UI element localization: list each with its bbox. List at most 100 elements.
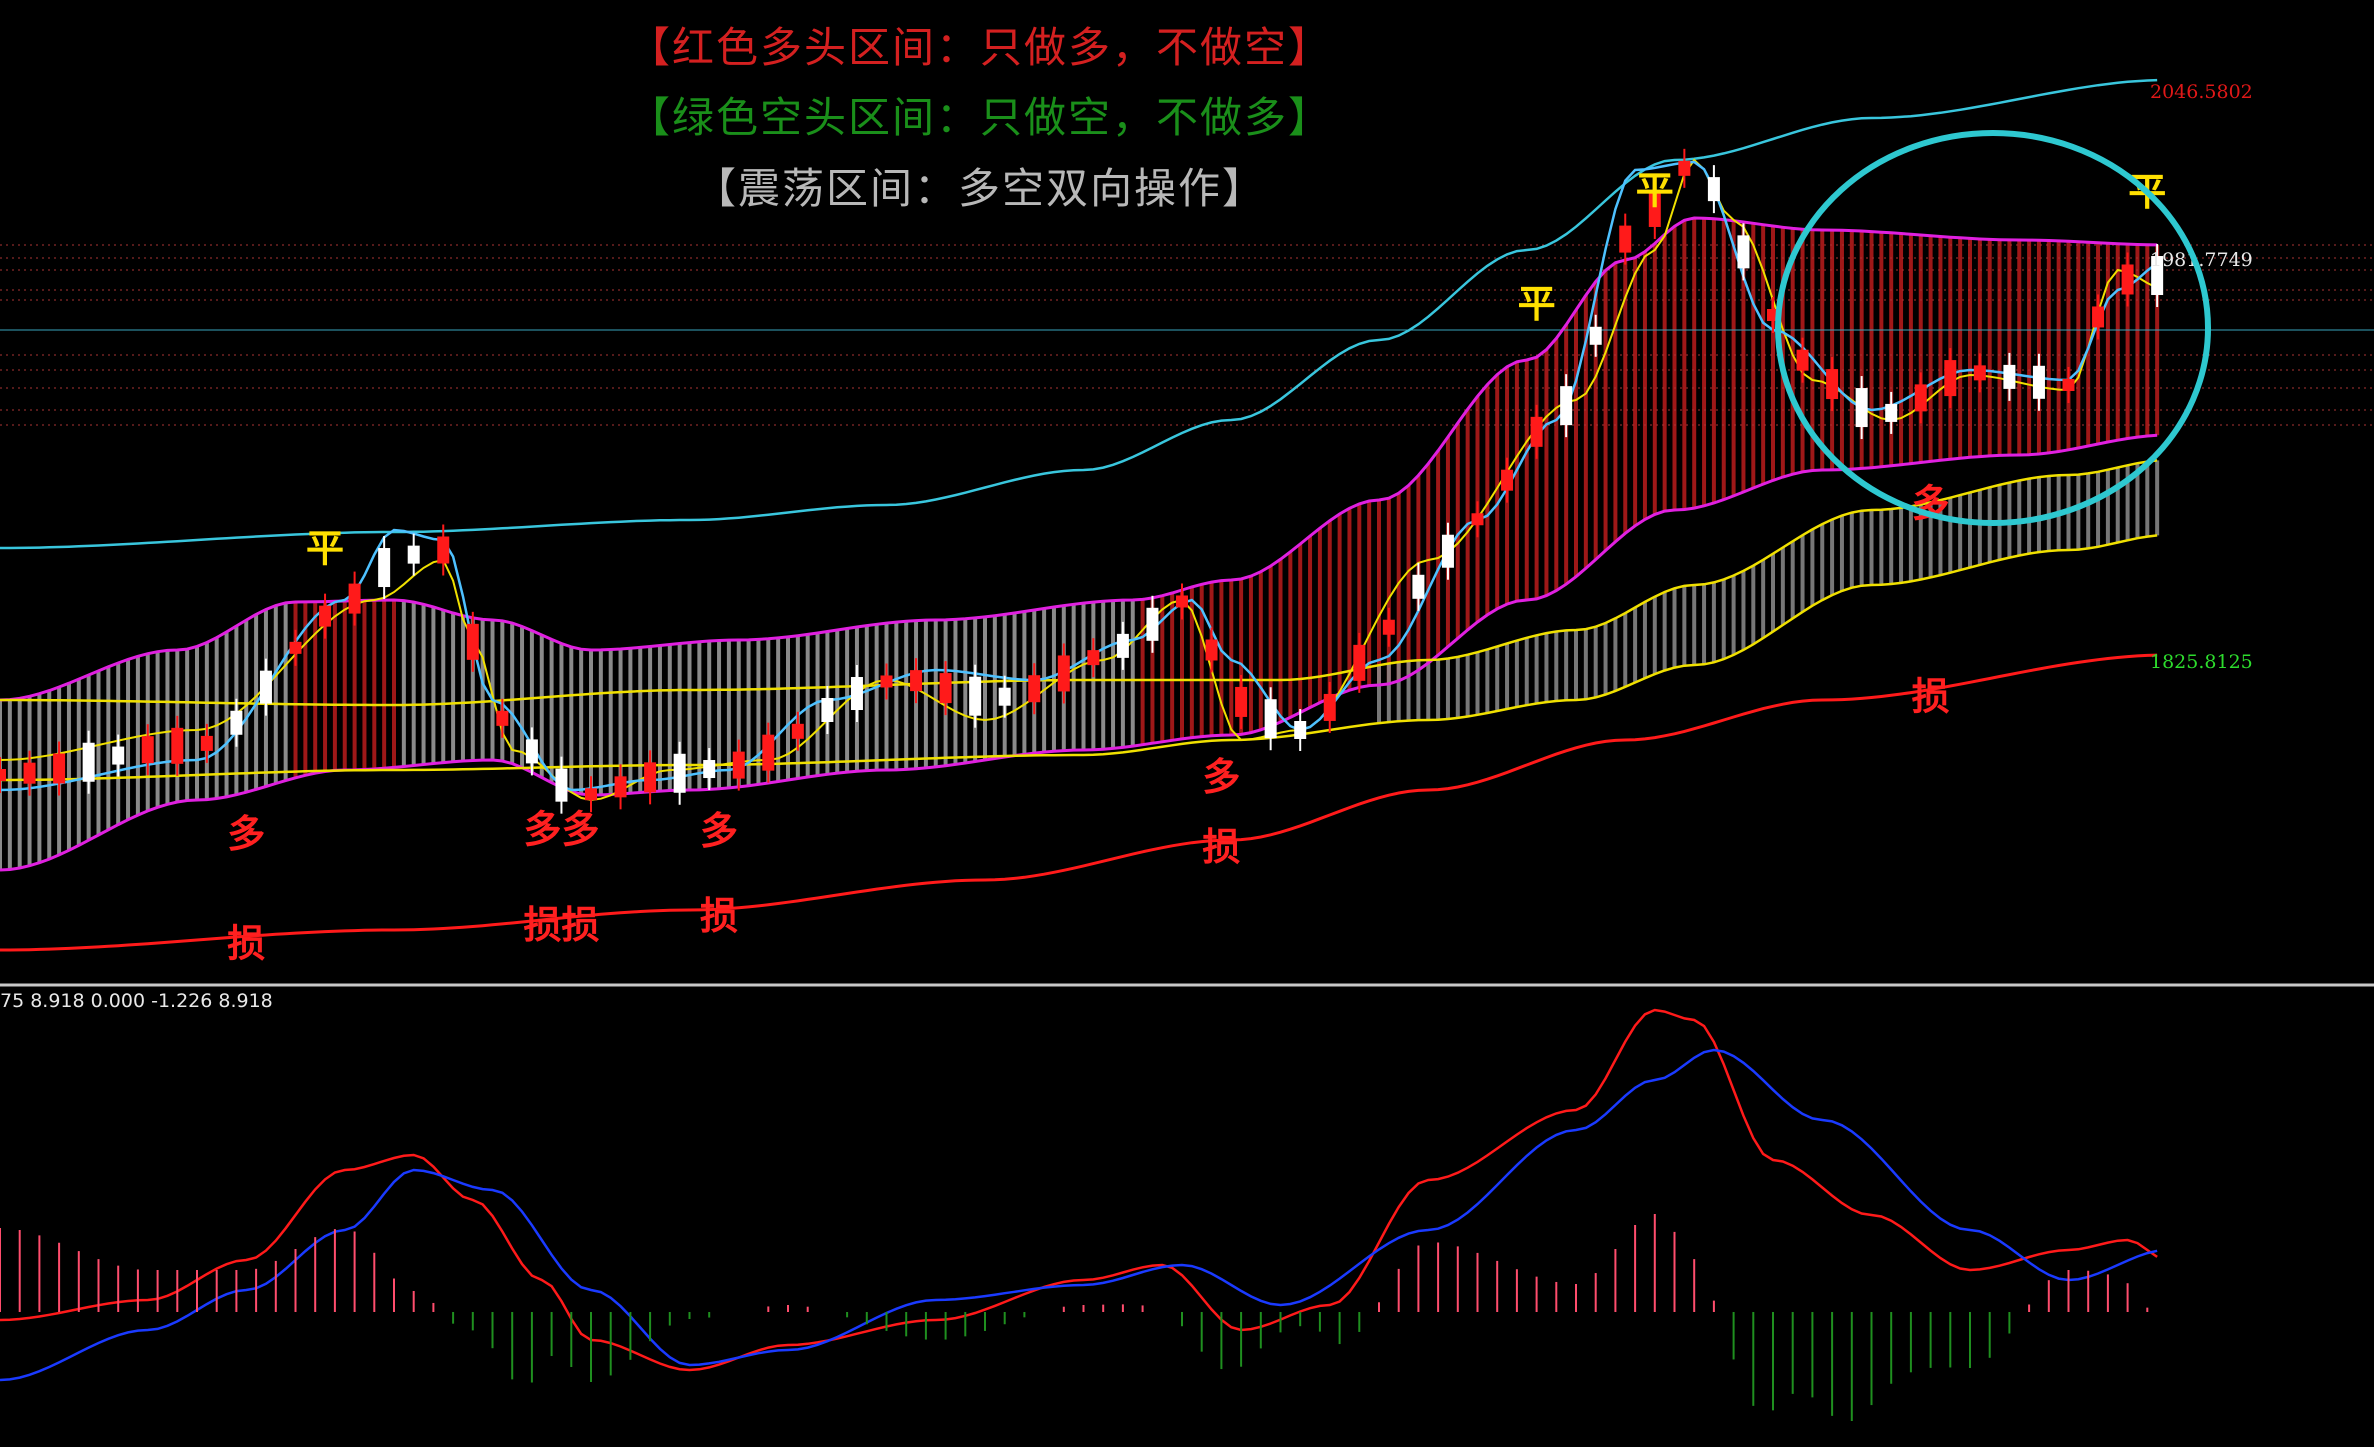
candle-body bbox=[1589, 326, 1602, 345]
signal-label: 平 bbox=[1636, 168, 1674, 212]
candle-body bbox=[112, 746, 125, 765]
candle-body bbox=[1028, 675, 1041, 703]
candle-body bbox=[200, 735, 213, 751]
candle-body bbox=[289, 641, 302, 654]
signal-label: 损 bbox=[1912, 674, 1950, 718]
candle-body bbox=[555, 768, 568, 802]
candle-body bbox=[2003, 364, 2016, 389]
legend-bull-range: 【红色多头区间：只做多，不做空】 bbox=[627, 23, 1332, 72]
signal-label: 多多 bbox=[523, 807, 599, 851]
candle-body bbox=[407, 545, 420, 564]
candle-body bbox=[1412, 574, 1425, 599]
candle-body bbox=[1501, 469, 1514, 491]
candle-body bbox=[2151, 256, 2164, 296]
candle-body bbox=[1678, 160, 1691, 176]
macd-dif-line bbox=[0, 1008, 2158, 1372]
price-label-mid: 1981.7749 bbox=[2150, 249, 2253, 271]
macd-dea-line bbox=[0, 1048, 2158, 1382]
candle-body bbox=[1619, 225, 1632, 253]
candle-body bbox=[1530, 416, 1543, 447]
candle-body bbox=[1382, 619, 1395, 635]
candle-body bbox=[880, 675, 893, 688]
candle-body bbox=[585, 788, 597, 801]
candle-body bbox=[23, 762, 36, 784]
candle-body bbox=[939, 673, 952, 704]
candle-body bbox=[1826, 369, 1839, 400]
candle-body bbox=[1205, 639, 1218, 661]
yellow-band-lower-line bbox=[0, 534, 2158, 782]
candle-body bbox=[1471, 513, 1484, 526]
candle-body bbox=[1116, 633, 1129, 658]
candle-body bbox=[1294, 721, 1307, 739]
candle-body bbox=[1560, 386, 1573, 426]
candle-body bbox=[850, 677, 863, 711]
candle-body bbox=[762, 734, 775, 771]
candle-body bbox=[1737, 235, 1750, 269]
candle-body bbox=[1796, 349, 1809, 371]
candle-body bbox=[1648, 190, 1661, 227]
candle-body bbox=[1176, 595, 1188, 608]
candle-body bbox=[53, 753, 66, 784]
candle-body bbox=[1855, 388, 1868, 428]
signal-label: 平 bbox=[306, 527, 344, 571]
candle-body bbox=[230, 710, 243, 735]
signal-label: 损 bbox=[700, 894, 738, 938]
candle-body bbox=[2062, 379, 2075, 391]
signal-label: 多 bbox=[700, 809, 738, 853]
signal-label: 多 bbox=[1202, 755, 1240, 799]
highlight-circle bbox=[1775, 130, 2211, 526]
candle-body bbox=[141, 736, 154, 764]
lower-band-line bbox=[0, 653, 2158, 952]
candle-body bbox=[1087, 650, 1100, 666]
candle-body bbox=[969, 676, 982, 716]
price-label-lower: 1825.8125 bbox=[2150, 651, 2253, 673]
candle-body bbox=[614, 776, 627, 798]
candle-body bbox=[319, 605, 332, 627]
upper-band-line bbox=[0, 78, 2158, 550]
candle-body bbox=[673, 753, 686, 793]
candle-body bbox=[82, 742, 95, 782]
candle-body bbox=[791, 723, 804, 739]
candle-body bbox=[732, 751, 745, 779]
candle-body bbox=[496, 710, 509, 726]
signal-label: 损 bbox=[227, 921, 265, 965]
candle-body bbox=[644, 762, 657, 793]
candle-body bbox=[1914, 384, 1927, 412]
candle-body bbox=[466, 623, 479, 660]
candle-body bbox=[1146, 607, 1159, 641]
candle-body bbox=[703, 760, 716, 779]
macd-value-readout: 75 8.918 0.000 -1.226 8.918 bbox=[0, 990, 273, 1012]
candle-body bbox=[1944, 360, 1957, 397]
candle-body bbox=[1707, 177, 1720, 202]
candle-body bbox=[1441, 534, 1454, 568]
candle-body bbox=[171, 727, 184, 764]
legend-bear-range: 【绿色空头区间：只做空，不做多】 bbox=[627, 93, 1332, 142]
candle-body bbox=[259, 670, 272, 704]
candle-body bbox=[0, 769, 6, 781]
candle-body bbox=[910, 670, 923, 692]
signal-label: 多 bbox=[227, 812, 265, 856]
candle-body bbox=[2121, 264, 2134, 295]
candle-body bbox=[525, 739, 538, 764]
candle-body bbox=[2092, 306, 2105, 328]
price-label-upper: 2046.5802 bbox=[2150, 81, 2253, 103]
candle-body bbox=[1973, 365, 1986, 381]
signal-label: 平 bbox=[1518, 282, 1556, 326]
legend-oscillation-range: 【震荡区间：多空双向操作】 bbox=[693, 164, 1266, 213]
candle-body bbox=[821, 698, 834, 722]
candle-body bbox=[1323, 693, 1336, 721]
signal-label: 损损 bbox=[523, 903, 599, 947]
candle-body bbox=[378, 548, 391, 588]
candle-body bbox=[1057, 655, 1070, 692]
signal-label: 损 bbox=[1202, 825, 1240, 869]
candle-body bbox=[1885, 403, 1898, 422]
candle-body bbox=[2032, 365, 2045, 399]
candle-body bbox=[998, 687, 1011, 706]
candle-body bbox=[437, 536, 450, 564]
candle-body bbox=[1235, 686, 1248, 717]
candle-body bbox=[348, 583, 361, 614]
yellow-band-upper-line bbox=[0, 459, 2158, 707]
candle-body bbox=[1264, 699, 1277, 739]
candle-body bbox=[1353, 644, 1366, 681]
